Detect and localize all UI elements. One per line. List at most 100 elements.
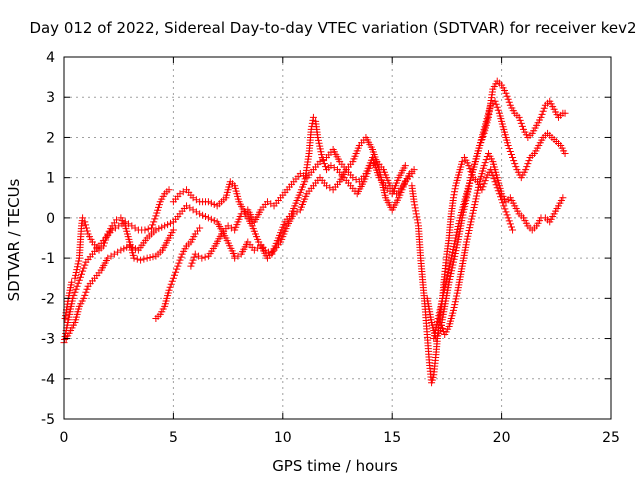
data-point xyxy=(81,218,89,226)
data-point xyxy=(71,274,79,282)
data-point xyxy=(509,154,517,162)
data-point xyxy=(504,214,512,222)
data-point xyxy=(502,89,510,97)
data-point-interp xyxy=(158,223,166,231)
data-point xyxy=(408,170,416,178)
data-point-interp xyxy=(445,266,453,274)
data-point-interp xyxy=(468,212,476,220)
data-point xyxy=(443,274,451,282)
data-point-interp xyxy=(166,219,174,227)
data-point-interp xyxy=(479,183,487,191)
data-point-interp xyxy=(72,285,80,293)
data-point-interp xyxy=(146,253,154,261)
data-point-interp xyxy=(83,285,91,293)
data-point-interp xyxy=(453,289,461,297)
data-point-interp xyxy=(453,228,461,236)
data-point-interp xyxy=(463,235,471,243)
data-point xyxy=(452,234,460,242)
data-point-interp xyxy=(207,199,215,207)
data-point-interp xyxy=(83,227,91,235)
data-point-interp xyxy=(451,237,459,245)
data-point-interp xyxy=(449,245,457,253)
y-tick-label: 3 xyxy=(46,90,55,106)
data-point-interp xyxy=(437,303,445,311)
data-point-interp xyxy=(474,186,482,194)
data-point-interp xyxy=(517,119,525,127)
data-point-interp xyxy=(207,215,215,223)
x-tick-label: 0 xyxy=(60,430,69,446)
data-point-interp xyxy=(167,280,175,288)
data-point xyxy=(309,113,317,121)
data-point-interp xyxy=(81,291,89,299)
data-point-interp xyxy=(489,172,497,180)
series-trace-f xyxy=(187,133,416,270)
data-point-interp xyxy=(503,92,511,100)
data-point-interp xyxy=(321,163,329,171)
data-point-interp xyxy=(455,217,463,225)
data-point xyxy=(99,242,107,250)
data-point-interp xyxy=(452,295,460,303)
data-point-interp xyxy=(451,188,459,196)
data-point xyxy=(314,133,322,141)
data-point-interp xyxy=(173,265,181,273)
data-point-interp xyxy=(449,248,457,256)
data-point-interp xyxy=(437,300,445,308)
data-point-interp xyxy=(414,219,422,227)
data-point xyxy=(401,162,409,170)
data-point-interp xyxy=(540,104,548,112)
data-point xyxy=(198,254,206,262)
data-point-interp xyxy=(100,239,108,247)
data-point-interp xyxy=(492,100,500,108)
data-point-interp xyxy=(516,116,524,124)
data-point xyxy=(169,226,177,234)
series-trace-k xyxy=(436,150,567,339)
data-point-interp xyxy=(164,221,172,229)
data-point-interp xyxy=(505,145,513,153)
data-point-interp xyxy=(447,257,455,265)
data-point-interp xyxy=(450,304,458,312)
data-markers xyxy=(60,77,569,387)
data-point xyxy=(137,256,145,264)
data-point-interp xyxy=(523,163,531,171)
data-point-interp xyxy=(149,221,157,229)
data-point-interp xyxy=(446,260,454,268)
data-point-interp xyxy=(464,232,472,240)
data-point-interp xyxy=(144,225,152,233)
data-point-interp xyxy=(498,196,506,204)
data-point-interp xyxy=(450,240,458,248)
data-point xyxy=(80,294,88,302)
data-point-interp xyxy=(82,221,90,229)
x-tick-label: 25 xyxy=(602,430,620,446)
data-point-interp xyxy=(166,283,174,291)
data-point-interp xyxy=(441,283,449,291)
data-point xyxy=(559,194,567,202)
y-axis-title: SDTVAR / TECUs xyxy=(5,178,23,301)
data-point-interp xyxy=(436,306,444,314)
data-point-interp xyxy=(440,286,448,294)
y-tick-label: 0 xyxy=(46,211,55,227)
data-point-interp xyxy=(413,213,421,221)
data-point xyxy=(471,198,479,206)
data-point-interp xyxy=(451,298,459,306)
data-point-interp xyxy=(506,148,514,156)
data-point xyxy=(117,246,125,254)
data-point-interp xyxy=(439,325,447,332)
data-point-interp xyxy=(149,253,157,261)
data-point xyxy=(130,254,138,262)
data-point-interp xyxy=(102,236,110,244)
data-point-interp xyxy=(71,288,79,296)
data-point xyxy=(196,210,204,218)
series-trace-b xyxy=(61,214,177,322)
data-point-interp xyxy=(201,253,209,261)
data-point xyxy=(436,318,444,326)
data-point-interp xyxy=(466,165,474,173)
data-point xyxy=(522,166,530,174)
data-point xyxy=(196,224,204,232)
data-point-interp xyxy=(75,257,83,265)
y-tick-labels: -5 -4 -3 -2 -1 0 1 2 3 4 xyxy=(41,50,55,428)
data-point-interp xyxy=(445,263,453,271)
data-point-interp xyxy=(188,259,196,267)
data-point-interp xyxy=(314,136,322,144)
data-point-interp xyxy=(482,156,490,164)
